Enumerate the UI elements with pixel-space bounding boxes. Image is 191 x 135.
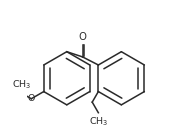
- Text: CH$_3$: CH$_3$: [89, 115, 108, 128]
- Text: O: O: [28, 94, 35, 103]
- Text: CH$_3$: CH$_3$: [12, 79, 32, 91]
- Text: O: O: [79, 32, 87, 42]
